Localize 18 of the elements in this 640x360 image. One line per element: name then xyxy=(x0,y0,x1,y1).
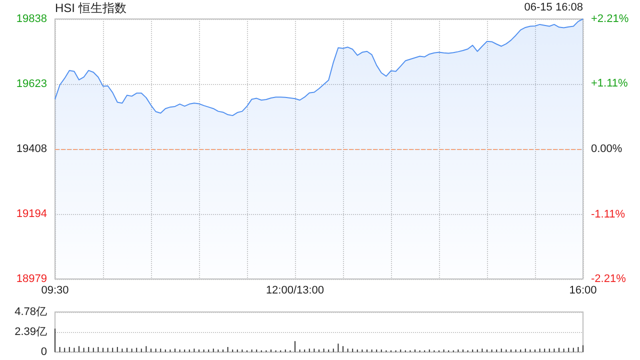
x-tick-label: 09:30 xyxy=(41,284,69,296)
chart-title: HSI 恒生指数 xyxy=(55,1,126,15)
text: 06-15 16:08 xyxy=(524,2,583,14)
y2-tick-label: -1.11% xyxy=(591,208,626,220)
y2-tick-label: -2.21% xyxy=(591,273,626,285)
y-tick-label: 18979 xyxy=(16,273,47,285)
y2-tick-label: +2.21% xyxy=(591,13,629,25)
y-tick-label: 2.39亿 xyxy=(14,326,47,338)
y2-tick-label: +1.11% xyxy=(591,78,628,90)
y-tick-label: 19623 xyxy=(16,78,47,90)
y-tick-label: 4.78亿 xyxy=(14,306,47,318)
y2-tick-label: 0.00% xyxy=(591,143,622,155)
y-tick-label: 19408 xyxy=(16,143,47,156)
y-tick-label: 19838 xyxy=(16,13,47,25)
y-tick-label: 0 xyxy=(40,346,47,358)
x-tick-label: 16:00 xyxy=(569,284,597,296)
y-tick-label: 19194 xyxy=(16,208,47,220)
x-tick-label: 12:00/13:00 xyxy=(266,284,324,296)
